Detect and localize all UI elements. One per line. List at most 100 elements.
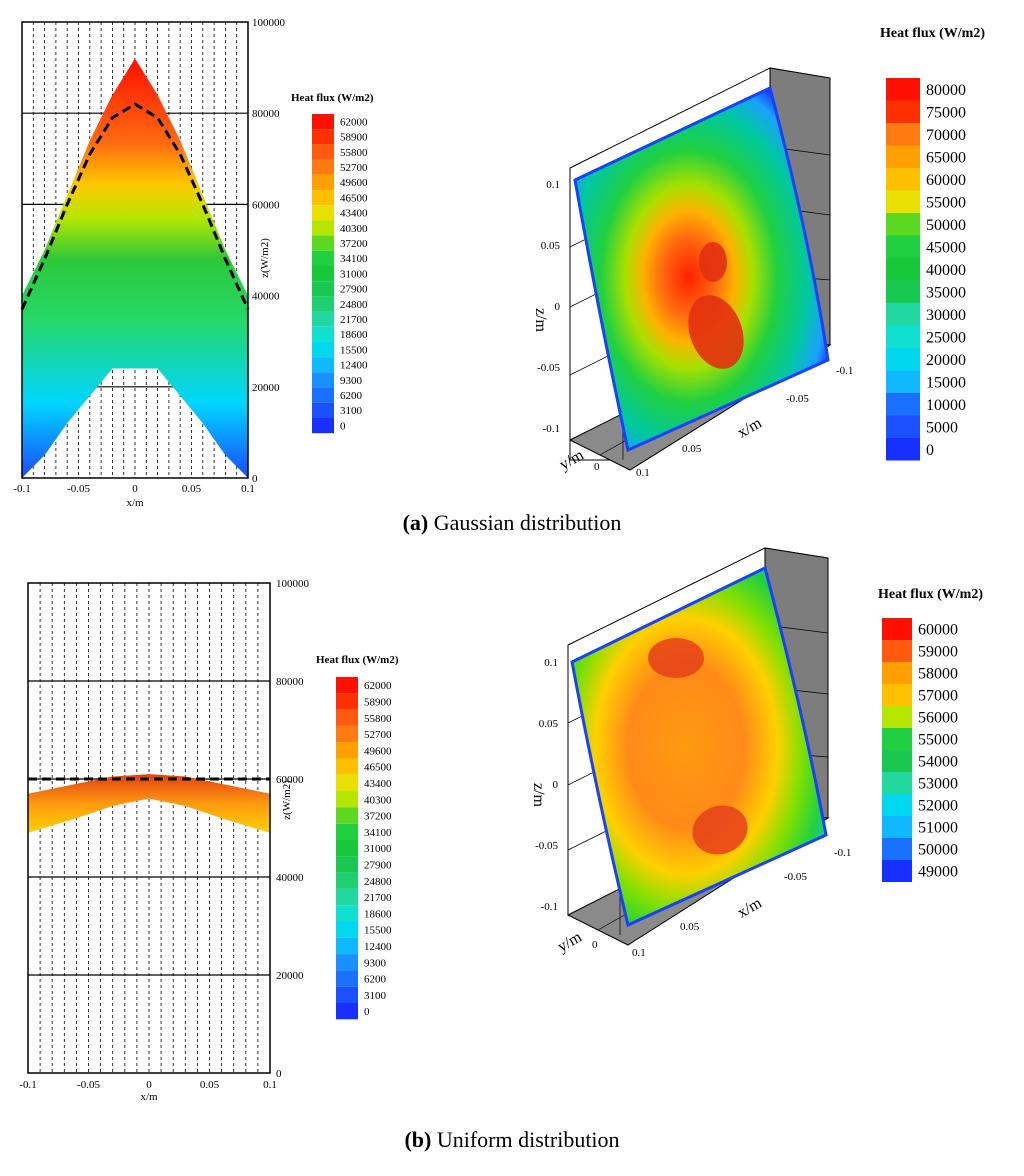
panel-a-surface-xtick: -0.1 <box>836 365 853 377</box>
panel-a-profile-colorbar-level-label: 46500 <box>340 192 368 204</box>
panel-b-surface-colorbar-swatch <box>882 618 912 640</box>
panel-b-surface-legend-title: Heat flux (W/m2) <box>878 587 983 602</box>
panel-b-profile-colorbar-level-label: 6200 <box>364 974 387 986</box>
panel-b-surface-colorbar-level-label: 56000 <box>918 710 958 727</box>
panel-a-caption: (a) Gaussian distribution <box>403 510 622 535</box>
panel-b-profile-colorbar-level-label: 27900 <box>364 860 392 872</box>
panel-a-profile-colorbar: 6200058900558005270049600465004340040300… <box>312 114 368 434</box>
panel-b-surface-colorbar-swatch <box>882 706 912 728</box>
panel-b-profile-colorbar-level-label: 43400 <box>364 778 392 790</box>
panel-b-profile-colorbar-level-label: 24800 <box>364 876 392 888</box>
panel-a-profile-legend-title: Heat flux (W/m2) <box>291 92 374 104</box>
panel-a-surface-colorbar-level-label: 50000 <box>926 217 966 234</box>
panel-b-profile-colorbar-level-label: 34100 <box>364 827 392 839</box>
panel-b-surface-colorbar-swatch <box>882 662 912 684</box>
panel-b-caption-text: Uniform distribution <box>431 1127 619 1152</box>
panel-b-profile-colorbar-swatch <box>336 1003 358 1020</box>
panel-a-profile-colorbar-swatch <box>312 205 334 221</box>
panel-a-profile-colorbar-swatch <box>312 129 334 145</box>
panel-a-surface-colorbar-level-label: 5000 <box>926 419 958 436</box>
panel-b-profile-colorbar-level-label: 18600 <box>364 908 392 920</box>
panel-a-profile-colorbar-level-label: 6200 <box>340 390 363 402</box>
panel-b-profile-colorbar-swatch <box>336 725 358 743</box>
panel-a-profile-colorbar-swatch <box>312 372 334 388</box>
panel-b-surface-colorbar-level-label: 59000 <box>918 644 958 661</box>
panel-a-profile-colorbar-swatch <box>312 311 334 327</box>
panel-a-surface-colorbar-swatch <box>886 145 920 168</box>
panel-a-profile-colorbar-level-label: 43400 <box>340 208 368 220</box>
panel-b-profile-colorbar-swatch <box>336 823 358 840</box>
panel-b-surface-colorbar-swatch <box>882 728 912 750</box>
panel-b-profile-colorbar-level-label: 52700 <box>364 729 392 741</box>
panel-a-surface-colorbar-level-label: 45000 <box>926 239 966 256</box>
panel-a-surface-colorbar-level-label: 35000 <box>926 284 966 301</box>
panel-b-surface-colorbar-swatch <box>882 860 912 882</box>
panel-b-profile-colorbar-swatch <box>336 693 358 710</box>
panel-a-surface-colorbar-level-label: 70000 <box>926 127 966 144</box>
panel-a-profile-colorbar-level-label: 49600 <box>340 177 368 189</box>
panel-b-surface-xtick: 0.05 <box>680 921 700 933</box>
panel-a-surface-colorbar-swatch <box>886 78 920 101</box>
panel-a-surface-colorbar-level-label: 55000 <box>926 194 966 211</box>
panel-b-profile-gridlines <box>28 583 270 1073</box>
panel-a-surface-colorbar-swatch <box>886 235 920 258</box>
panel-b-profile-colorbar-level-label: 9300 <box>364 957 387 969</box>
panel-b-profile-colorbar-swatch <box>336 758 358 775</box>
panel-b-profile-frame <box>27 582 271 1074</box>
panel-b-profile-colorbar-level-label: 40300 <box>364 794 392 806</box>
panel-b-surface-xtick: 0.1 <box>632 947 646 959</box>
panel-b-surface-xlabel: x/m <box>735 894 766 921</box>
panel-a-profile-ylabel: z(W/m2) <box>259 238 271 278</box>
panel-b-profile-ytick: 0 <box>276 1068 282 1080</box>
panel-a-profile-colorbar-level-label: 40300 <box>340 223 368 235</box>
panel-b-profile-colorbar-swatch <box>336 986 358 1003</box>
panel-a-surface-colorbar-swatch <box>886 213 920 236</box>
panel-b-surface-ztick: 0 <box>553 779 559 791</box>
panel-a-surface-ztick: -0.05 <box>537 362 560 374</box>
panel-a-profile-colorbar-swatch <box>312 190 334 206</box>
panel-b-profile-colorbar-swatch <box>336 709 358 726</box>
panel-b-surface-colorbar-level-label: 54000 <box>918 754 958 771</box>
panel-b-profile-colorbar-level-label: 15500 <box>364 925 392 937</box>
panel-a-profile-colorbar-level-label: 55800 <box>340 147 368 159</box>
panel-b-surface-colorbar-swatch <box>882 838 912 860</box>
panel-a-profile-colorbar-swatch <box>312 296 334 312</box>
panel-a-profile-colorbar-level-label: 3100 <box>340 405 363 417</box>
panel-b-profile-xtick: 0.1 <box>263 1079 277 1091</box>
panel-b-profile-legend-title: Heat flux (W/m2) <box>316 654 399 666</box>
panel-a-profile-colorbar-swatch <box>312 266 334 282</box>
panel-b-profile-colorbar-level-label: 55800 <box>364 713 392 725</box>
panel-b-profile-ytick: 80000 <box>276 676 304 688</box>
panel-b-profile-ylabel: z(W/m2) <box>281 780 293 820</box>
panel-b-profile-xlabel: x/m <box>140 1091 158 1103</box>
panel-b-profile-colorbar-swatch <box>336 791 358 808</box>
panel-a-surface-xtick: -0.05 <box>786 393 809 405</box>
panel-a-profile-xtick: 0 <box>132 483 138 495</box>
panel-b-profile-colorbar-swatch <box>336 742 358 759</box>
panel-a-profile-colorbar-swatch <box>312 144 334 160</box>
panel-b-caption-letter: (b) <box>404 1127 431 1152</box>
panel-a-profile-colorbar-level-label: 18600 <box>340 329 368 341</box>
panel-a-surface-colorbar-swatch <box>886 303 920 326</box>
panel-b-surface-zlabel: z/m <box>530 783 547 808</box>
panel-a-surface-colorbar-level-label: 30000 <box>926 307 966 324</box>
panel-b-profile-xtick: 0.05 <box>200 1079 220 1091</box>
panel-b-profile-ytick: 40000 <box>276 872 304 884</box>
panel-a-surface: 0.1 0.05 0 -0.05 -0.1 z/m 0.1 0.05 -0.05 -0.1 x… <box>532 26 985 479</box>
panel-b-profile-ytick: 100000 <box>276 578 310 590</box>
panel-a-profile-colorbar-level-label: 0 <box>340 420 346 432</box>
panel-a-profile-colorbar-swatch <box>312 342 334 358</box>
panel-a-profile-colorbar-swatch <box>312 387 334 403</box>
panel-b-surface-colorbar-level-label: 57000 <box>918 688 958 705</box>
panel-a-profile-colorbar-level-label: 58900 <box>340 132 368 144</box>
panel-a-surface-colorbar-swatch <box>886 168 920 191</box>
panel-b-surface-colorbar-swatch <box>882 640 912 662</box>
panel-a-profile-xlabel: x/m <box>126 497 144 509</box>
panel-a-surface-colorbar-level-label: 10000 <box>926 397 966 414</box>
panel-b-profile-colorbar-swatch <box>336 954 358 971</box>
panel-b-surface: 0.1 0.05 0 -0.05 -0.1 z/m 0.1 0.05 -0.05 -0.1 x… <box>530 547 983 959</box>
panel-a-profile-colorbar-level-label: 9300 <box>340 375 363 387</box>
panel-a-profile-xtick: -0.05 <box>67 483 90 495</box>
panel-a-caption-letter: (a) <box>403 510 429 535</box>
panel-b-profile-colorbar-level-label: 62000 <box>364 680 392 692</box>
